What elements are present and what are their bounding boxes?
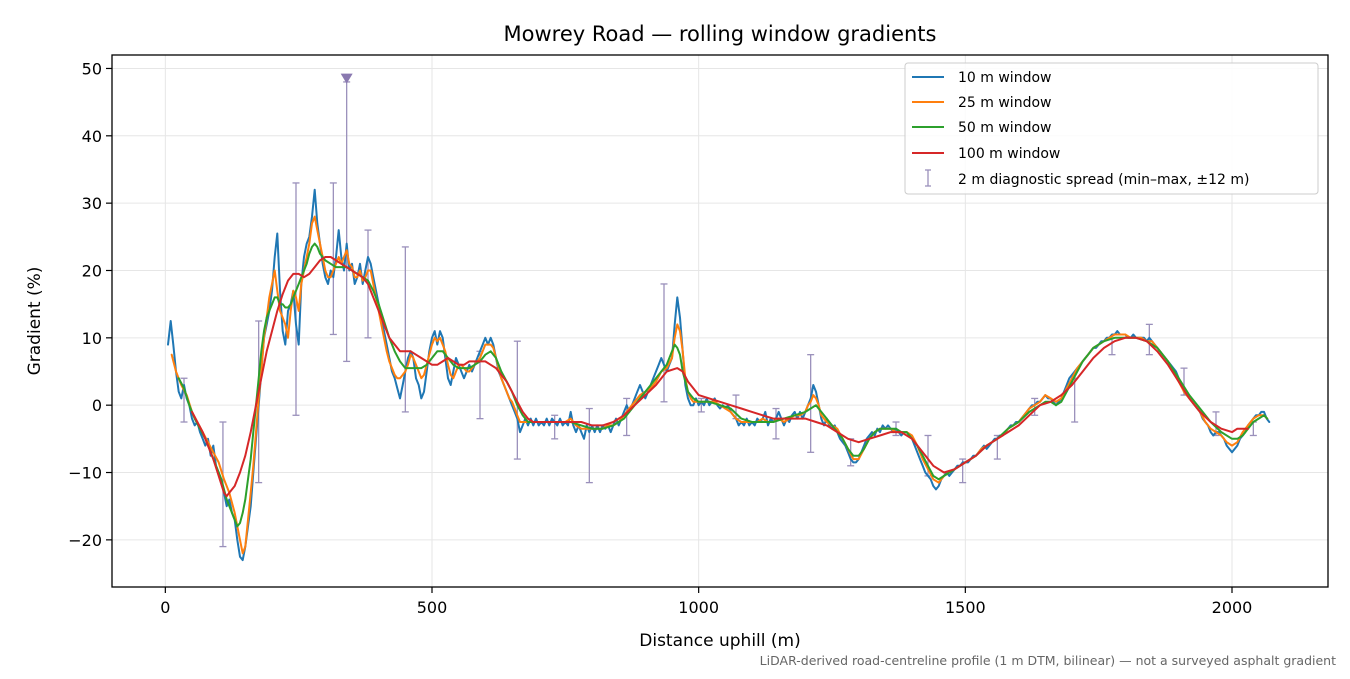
diagnostic-error-bar <box>551 414 559 440</box>
y-tick-label: 20 <box>82 261 102 280</box>
y-tick-label: −20 <box>68 531 102 550</box>
plot-frame <box>111 54 1329 588</box>
series-line-50m <box>177 242 1269 528</box>
legend-swatch-diagnostic <box>925 169 931 187</box>
series-lines <box>167 188 1271 562</box>
legend-label-diagnostic: 2 m diagnostic spread (min–max, ±12 m) <box>958 172 1249 188</box>
y-tick-label: 50 <box>82 59 102 78</box>
x-tick-label: 1000 <box>678 598 719 617</box>
y-axis-label: Gradient (%) <box>25 267 45 376</box>
legend: 10 m window 25 m window 50 m window 100 … <box>904 62 1319 195</box>
legend-label-25m: 25 m window <box>958 95 1051 111</box>
chart-title: Mowrey Road — rolling window gradients <box>504 22 937 46</box>
legend-label-50m: 50 m window <box>958 120 1051 136</box>
diagnostic-error-bar <box>1145 323 1153 356</box>
diagnostic-error-bar <box>660 283 668 403</box>
legend-box <box>904 62 1319 195</box>
y-axis-ticks: −20 −10 0 10 20 30 40 50 <box>68 59 112 550</box>
diagnostic-error-bar <box>1031 397 1039 416</box>
x-tick-label: 1500 <box>945 598 986 617</box>
diagnostic-error-bar <box>772 407 780 440</box>
legend-label-100m: 100 m window <box>958 146 1060 162</box>
diagnostic-error-bar <box>807 354 815 453</box>
x-tick-label: 0 <box>160 598 170 617</box>
diagnostic-error-bar <box>585 407 593 484</box>
diagnostic-error-bar <box>697 397 705 413</box>
x-axis-ticks: 0 500 1000 1500 2000 <box>160 587 1252 617</box>
x-tick-label: 500 <box>417 598 448 617</box>
y-tick-label: −10 <box>68 464 102 483</box>
y-tick-label: 40 <box>82 127 102 146</box>
legend-label-10m: 10 m window <box>958 70 1051 86</box>
x-axis-label: Distance uphill (m) <box>639 631 800 651</box>
diagnostic-error-bar <box>401 246 409 413</box>
y-tick-label: 0 <box>92 396 102 415</box>
clipped-spread-marker <box>340 73 353 84</box>
series-line-100m <box>191 256 1249 498</box>
grid-lines <box>112 55 1328 587</box>
x-tick-label: 2000 <box>1212 598 1253 617</box>
footnote: LiDAR-derived road-centreline profile (1… <box>760 653 1336 668</box>
y-tick-label: 30 <box>82 194 102 213</box>
y-tick-label: 10 <box>82 329 102 348</box>
